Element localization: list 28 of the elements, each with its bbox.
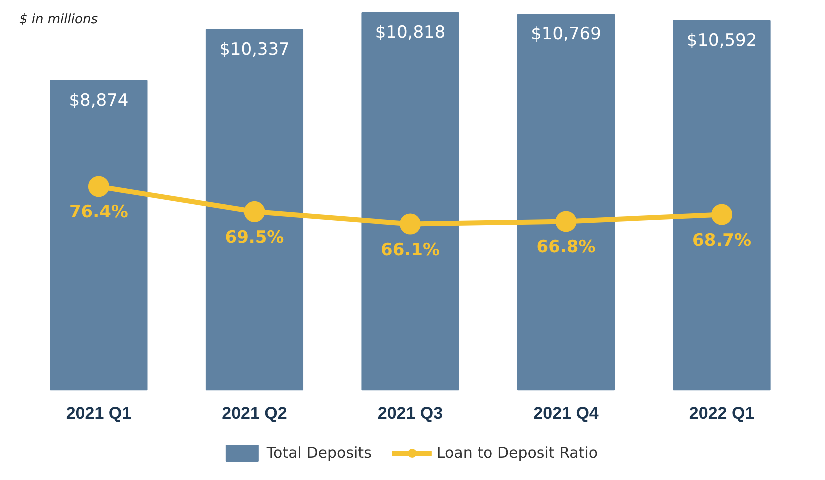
point [712, 204, 733, 226]
legend-label: Loan to Deposit Ratio [436, 444, 598, 462]
bar [362, 12, 460, 391]
data-label: 66.8% [536, 238, 596, 258]
bar [673, 20, 771, 391]
data-label: $8,874 [69, 90, 129, 111]
data-label: $10,337 [220, 40, 290, 60]
data-label: 76.4% [69, 202, 128, 223]
bar [517, 14, 616, 391]
point [244, 201, 266, 222]
legend-label: Total Deposits [266, 444, 372, 462]
data-label: $10,592 [686, 30, 758, 51]
point [556, 211, 577, 232]
point [400, 214, 421, 235]
data-label: 66.1% [381, 240, 440, 260]
x-tick-label: 2022 Q1 [689, 404, 755, 424]
bar [50, 80, 148, 391]
data-label: $10,769 [531, 24, 602, 45]
x-tick-label: 2021 Q4 [534, 404, 600, 424]
point [88, 176, 110, 198]
x-tick-label: 2021 Q1 [66, 404, 132, 424]
data-label: 68.7% [692, 230, 752, 251]
x-tick-label: 2021 Q2 [222, 404, 288, 424]
bar [206, 29, 304, 391]
data-label: 69.5% [225, 228, 284, 248]
x-tick-label: 2021 Q3 [378, 404, 444, 424]
annotation: $ in millions [20, 12, 98, 28]
data-label: $10,818 [375, 23, 446, 44]
